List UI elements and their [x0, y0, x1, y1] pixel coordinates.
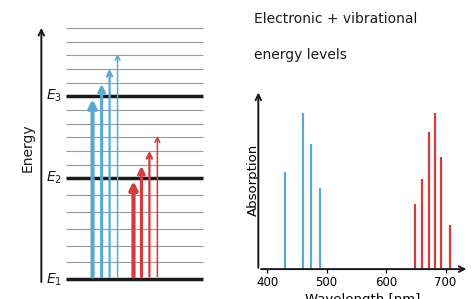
Text: $E_1$: $E_1$ — [46, 271, 62, 288]
Text: $E_3$: $E_3$ — [46, 88, 62, 104]
Text: energy levels: energy levels — [254, 48, 346, 62]
Y-axis label: Absorption: Absorption — [247, 143, 260, 216]
Text: Electronic + vibrational: Electronic + vibrational — [254, 12, 417, 26]
Text: $E_2$: $E_2$ — [46, 170, 62, 186]
X-axis label: Wavelength [nm]: Wavelength [nm] — [305, 293, 420, 299]
Text: Energy: Energy — [21, 124, 35, 173]
